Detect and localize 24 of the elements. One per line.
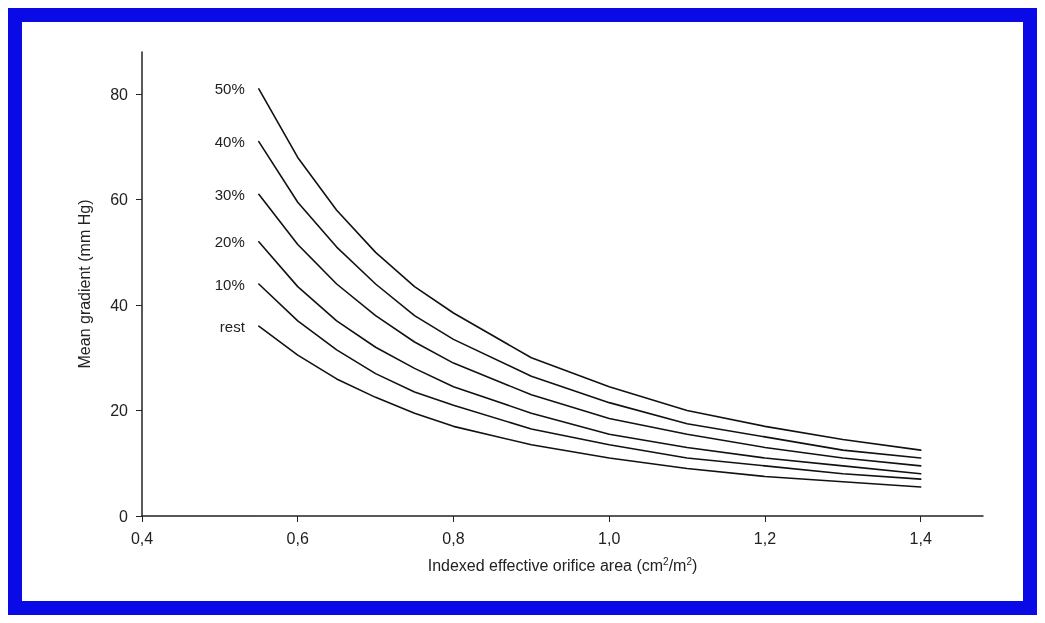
series-label: 20%: [214, 233, 245, 251]
y-tick-label: 20: [110, 402, 129, 420]
x-tick-label: 0,4: [130, 529, 154, 547]
y-tick-label: 80: [110, 85, 129, 103]
line-series: [258, 88, 922, 451]
line-series: [258, 241, 922, 475]
line-series: [258, 140, 922, 459]
line-series: [258, 283, 922, 480]
line-series: [258, 325, 922, 488]
series-label: rest: [219, 317, 246, 335]
x-tick-label: 1,0: [598, 529, 621, 547]
y-axis-title: Mean gradient (mm Hg): [75, 199, 93, 369]
y-tick-label: 60: [110, 191, 129, 209]
series-label: 30%: [214, 185, 245, 203]
series-label: 10%: [214, 275, 245, 293]
series-label: 40%: [214, 133, 245, 151]
line-series: [258, 193, 922, 467]
series-label: 50%: [214, 80, 245, 98]
x-tick-label: 0,8: [442, 529, 465, 547]
y-tick-label: 0: [119, 507, 129, 525]
x-tick-label: 0,6: [286, 529, 309, 547]
x-tick-label: 1,4: [909, 529, 932, 547]
x-tick-label: 1,2: [753, 529, 777, 547]
y-tick-label: 40: [110, 296, 129, 314]
